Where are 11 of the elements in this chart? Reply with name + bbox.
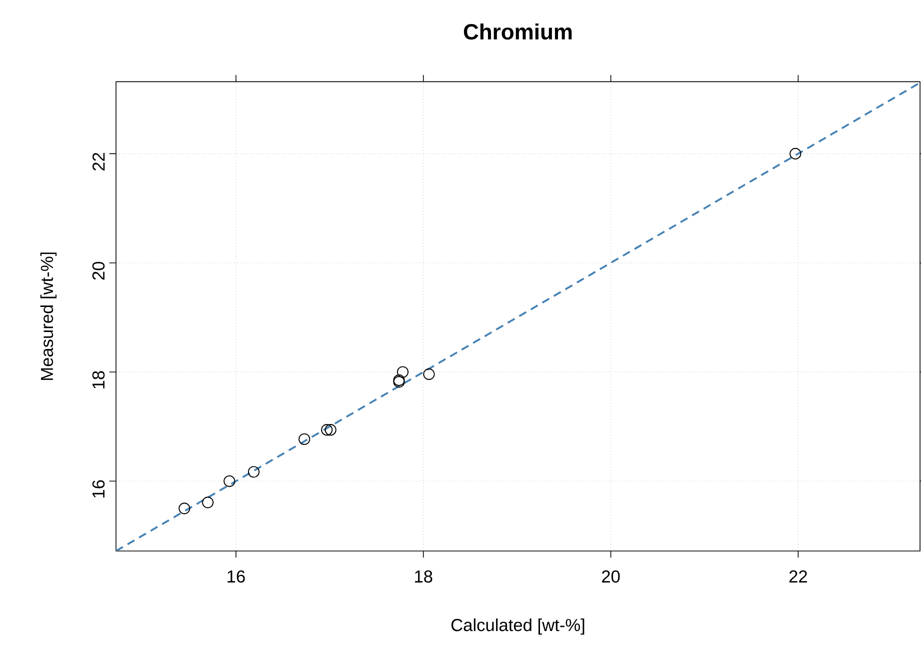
y-axis-title: Measured [wt-%] bbox=[40, 252, 57, 380]
x-tick-label: 20 bbox=[602, 570, 620, 583]
y-tick-label: 18 bbox=[92, 371, 105, 388]
y-tick-label: 16 bbox=[92, 480, 105, 498]
x-tick-label: 16 bbox=[228, 570, 245, 583]
chart-title: Chromium bbox=[464, 23, 572, 40]
y-tick-label: 22 bbox=[92, 152, 105, 170]
y-tick-label: 20 bbox=[92, 262, 105, 280]
x-axis-title: Calculated [wt-%] bbox=[451, 618, 584, 635]
x-tick-label: 18 bbox=[415, 570, 432, 583]
x-tick-label: 22 bbox=[789, 570, 807, 582]
